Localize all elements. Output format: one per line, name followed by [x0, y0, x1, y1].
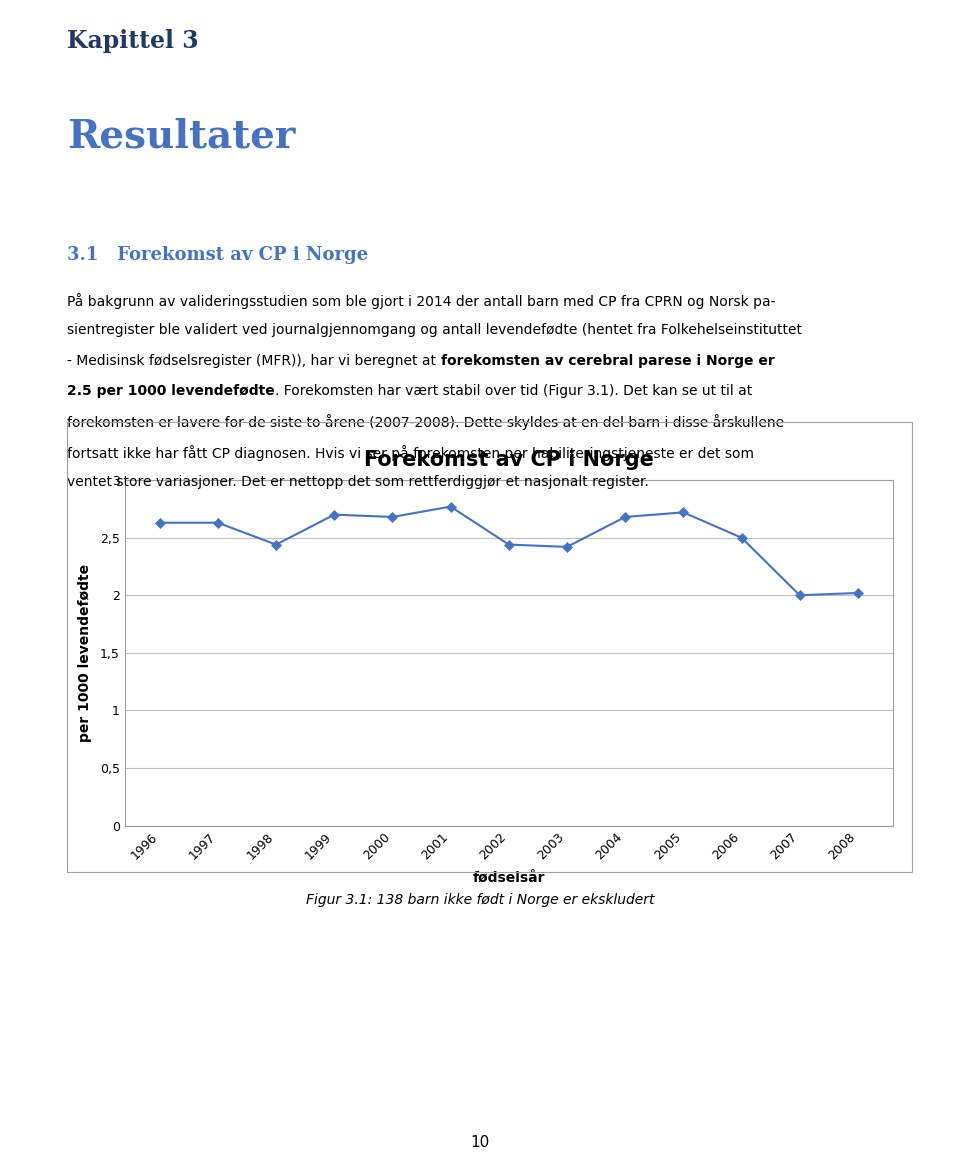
Text: fortsatt ikke har fått CP diagnosen. Hvis vi ser på forekomsten per habilitering: fortsatt ikke har fått CP diagnosen. Hvi… — [67, 445, 755, 461]
Text: ventet store variasjoner. Det er nettopp det som rettferdiggjør et nasjonalt reg: ventet store variasjoner. Det er nettopp… — [67, 475, 649, 489]
Text: - Medisinsk fødselsregister (MFR)), har vi beregnet at: - Medisinsk fødselsregister (MFR)), har … — [67, 354, 441, 368]
Text: sientregister ble validert ved journalgjennomgang og antall levendefødte (hentet: sientregister ble validert ved journalgj… — [67, 323, 803, 337]
X-axis label: fødselsår: fødselsår — [472, 870, 545, 884]
Text: På bakgrunn av valideringsstudien som ble gjort i 2014 der antall barn med CP fr: På bakgrunn av valideringsstudien som bl… — [67, 293, 776, 309]
Title: Forekomst av CP i Norge: Forekomst av CP i Norge — [364, 450, 654, 471]
Text: 3.1   Forekomst av CP i Norge: 3.1 Forekomst av CP i Norge — [67, 246, 369, 263]
Text: Kapittel 3: Kapittel 3 — [67, 29, 199, 53]
Text: forekomsten er lavere for de siste to årene (2007-2008). Dette skyldes at en del: forekomsten er lavere for de siste to år… — [67, 415, 784, 431]
Text: . Forekomsten har vært stabil over tid (Figur 3.1). Det kan se ut til at: . Forekomsten har vært stabil over tid (… — [275, 384, 753, 398]
Text: 10: 10 — [470, 1135, 490, 1150]
Text: forekomsten av cerebral parese i Norge er: forekomsten av cerebral parese i Norge e… — [441, 354, 775, 368]
Text: Resultater: Resultater — [67, 117, 296, 155]
Text: 2.5 per 1000 levendefødte: 2.5 per 1000 levendefødte — [67, 384, 275, 398]
Y-axis label: per 1000 levendefødte: per 1000 levendefødte — [78, 563, 91, 742]
Text: Figur 3.1: 138 barn ikke født i Norge er ekskludert: Figur 3.1: 138 barn ikke født i Norge er… — [305, 893, 655, 908]
